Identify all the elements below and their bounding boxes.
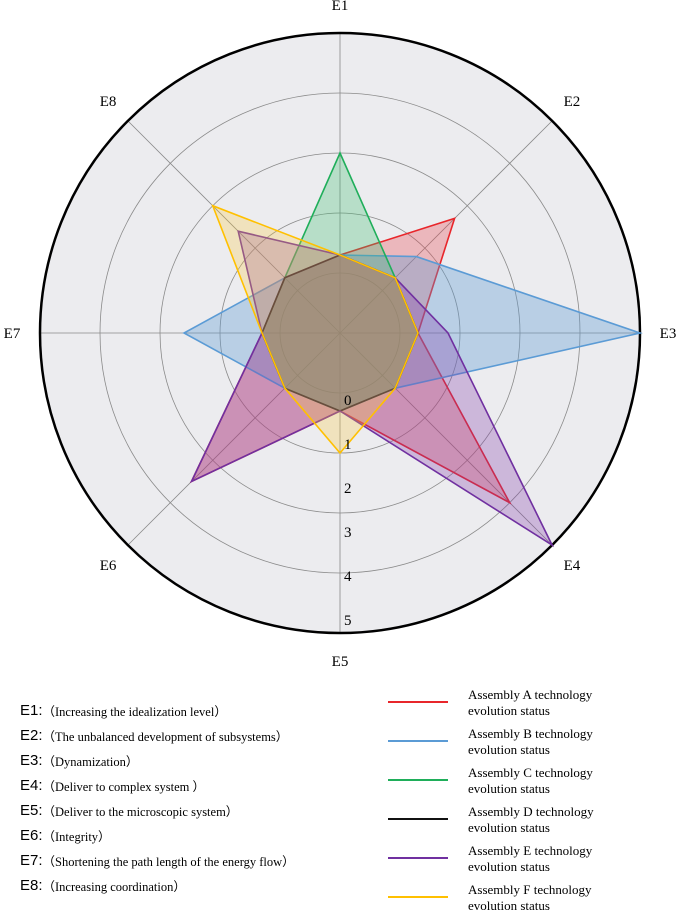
axis-label: E7 [4,326,21,342]
definition-text: （Shortening the path length of the energ… [42,855,295,869]
definition-item: E8: （Increasing coordination） [20,873,295,898]
definition-key: E2: [20,727,43,744]
tick-label: 5 [344,613,352,629]
radial-tick-labels: 0 1 2 3 4 5 [344,393,352,629]
legend-swatch [388,779,448,781]
definition-item: E1: （Increasing the idealization level） [20,698,295,723]
definition-item: E2: （The unbalanced development of subsys… [20,723,295,748]
tick-label: 3 [344,525,352,541]
axis-label: E2 [564,94,581,110]
definition-text: （Increasing coordination） [42,880,186,894]
legend-label: Assembly C technology evolution status [468,765,593,796]
definition-key: E6: [20,827,43,844]
radar-series [182,151,643,548]
definition-text: （Deliver to the microscopic system） [42,805,239,819]
legend-label: Assembly A technology evolution status [468,687,593,718]
tick-label: 1 [344,437,352,453]
definition-key: E5: [20,802,43,819]
grid-spoke [339,120,553,334]
definition-key: E7: [20,852,43,869]
definition-item: E5: （Deliver to the microscopic system） [20,798,295,823]
definition-key: E8: [20,877,43,894]
definition-item: E6: （Integrity） [20,823,295,848]
axis-label: E1 [332,0,349,14]
radar-chart: 0 1 2 3 4 5 E1 E2 E3 E4 E5 E6 E7 E8 [4,0,677,670]
legend-item: Assembly B technology evolution status [388,726,638,765]
series-polygon [189,230,555,548]
legend-swatch [388,740,448,742]
legend-label: Assembly B technology evolution status [468,726,593,757]
grid-spoke [127,332,341,546]
definition-text: （Integrity） [42,830,111,844]
axis-label: E4 [564,558,581,574]
tick-label: 0 [344,393,352,409]
definition-text: （Dynamization） [42,755,139,769]
legend-label: Assembly E technology evolution status [468,843,593,874]
definition-key: E1: [20,702,43,719]
legend-label: Assembly D technology evolution status [468,804,594,835]
legend-label: Assembly F technology evolution status [468,882,592,913]
definition-item: E4: （Deliver to complex system ） [20,773,295,798]
definition-text: （Deliver to complex system ） [42,780,205,794]
axis-label: E8 [100,94,117,110]
definition-key: E4: [20,777,43,794]
legend-item: Assembly A technology evolution status [388,687,638,726]
definition-text: （The unbalanced development of subsystem… [42,730,289,744]
series-polygon [211,204,419,455]
definition-item: E7: （Shortening the path length of the en… [20,848,295,873]
chart-legend: Assembly A technology evolution status A… [388,687,638,921]
definition-list: E1: （Increasing the idealization level） E… [20,698,295,898]
definition-item: E3: （Dynamization） [20,748,295,773]
legend-item: Assembly D technology evolution status [388,804,638,843]
legend-item: Assembly F technology evolution status [388,882,638,921]
legend-swatch [388,818,448,820]
tick-label: 4 [344,569,352,585]
axis-label: E3 [660,326,677,342]
legend-swatch [388,857,448,859]
axis-label: E6 [100,558,117,574]
axis-labels: E1 E2 E3 E4 E5 E6 E7 E8 [4,0,677,670]
definition-text: （Increasing the idealization level） [42,705,227,719]
legend-item: Assembly C technology evolution status [388,765,638,804]
axis-label: E5 [332,654,349,670]
legend-swatch [388,701,448,703]
grid-spoke [339,332,553,546]
definition-key: E3: [20,752,43,769]
grid-spoke [127,120,341,334]
legend-swatch [388,896,448,898]
tick-label: 2 [344,481,352,497]
legend-item: Assembly E technology evolution status [388,843,638,882]
